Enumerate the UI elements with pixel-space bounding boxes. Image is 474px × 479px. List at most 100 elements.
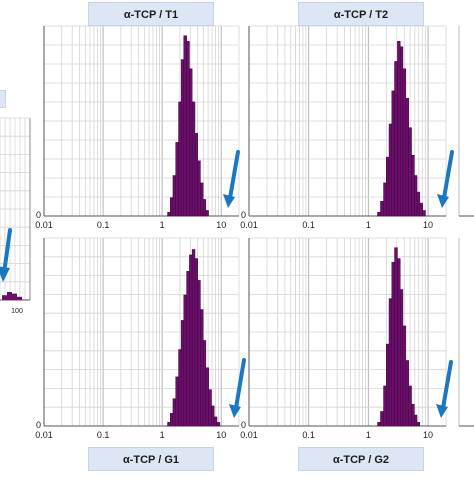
x-tick-label: 1 bbox=[160, 220, 165, 230]
x-tick-label: 10 bbox=[423, 220, 433, 230]
histogram-bar bbox=[170, 413, 174, 427]
histogram-bar bbox=[414, 175, 418, 217]
x-tick-label: 0.01 bbox=[240, 220, 258, 230]
histogram-bar bbox=[405, 360, 409, 427]
histogram-bar bbox=[197, 280, 201, 427]
histogram-bar bbox=[205, 210, 209, 217]
arrow-shaft bbox=[442, 150, 454, 200]
histogram-bar bbox=[189, 68, 193, 217]
histogram-bar bbox=[391, 90, 395, 217]
histogram-bar bbox=[194, 132, 198, 217]
x-tick-label: 0.1 bbox=[302, 220, 315, 230]
histogram-bar bbox=[399, 46, 404, 217]
histogram-bar bbox=[211, 405, 215, 427]
histogram-bar bbox=[383, 385, 387, 427]
arrow-head bbox=[223, 194, 235, 208]
x-tick-label: 1 bbox=[366, 430, 371, 440]
x-tick-label: 0.1 bbox=[97, 430, 110, 440]
y-tick-label: 0 bbox=[36, 420, 41, 430]
histogram-bar bbox=[170, 197, 174, 217]
histogram-bar bbox=[377, 422, 381, 427]
histogram-bar bbox=[213, 416, 218, 427]
y-tick-label: 0 bbox=[241, 420, 246, 430]
arrow-shaft bbox=[441, 360, 453, 410]
histogram-bar bbox=[202, 199, 207, 217]
x-tick-label: 0.1 bbox=[97, 220, 110, 230]
histogram-bar bbox=[12, 293, 17, 300]
arrow-head bbox=[0, 266, 10, 282]
x-tick-label: 10 bbox=[423, 430, 433, 440]
histogram-bar bbox=[408, 127, 412, 217]
x-tick-label: 1 bbox=[160, 430, 165, 440]
edge-label-box-left bbox=[0, 90, 6, 108]
chart-title-g2: α-TCP / G2 bbox=[298, 447, 424, 471]
histogram-bar bbox=[411, 155, 415, 217]
histogram-bar bbox=[172, 398, 176, 427]
histogram-g1: 00.01 0.1 1 10 bbox=[35, 237, 246, 440]
histogram-bar bbox=[402, 325, 407, 427]
arrow-shaft bbox=[3, 228, 12, 268]
x-tick-label: 0.1 bbox=[302, 430, 315, 440]
histogram-bar bbox=[191, 101, 196, 217]
x-tick-label: 0.01 bbox=[240, 430, 258, 440]
histogram-bar bbox=[183, 35, 187, 217]
histogram-bar bbox=[422, 210, 426, 217]
histogram-bar bbox=[399, 289, 404, 427]
histogram-bar bbox=[405, 97, 409, 217]
histogram-bar bbox=[191, 249, 196, 427]
histogram-bar bbox=[189, 254, 193, 427]
histogram-g2: 00.01 0.1 1 10 bbox=[240, 237, 453, 440]
histogram-bar bbox=[377, 212, 381, 217]
histogram-bar bbox=[397, 258, 401, 427]
histogram-partial-right bbox=[458, 26, 474, 427]
histogram-bar bbox=[216, 422, 221, 427]
chart-title-g1: α-TCP / G1 bbox=[88, 447, 214, 471]
histogram-bar bbox=[408, 385, 412, 427]
x-tick-label: 0.01 bbox=[35, 220, 53, 230]
x-tick-label: 100 bbox=[11, 308, 23, 315]
histogram-bar bbox=[208, 389, 212, 427]
histogram-bar bbox=[194, 258, 198, 427]
histogram-bar bbox=[386, 156, 390, 217]
histogram-bar bbox=[17, 296, 22, 300]
histogram-bar bbox=[386, 343, 390, 427]
histogram-bar bbox=[414, 414, 418, 427]
histogram-bar bbox=[180, 320, 185, 427]
histogram-bar bbox=[391, 261, 395, 427]
histogram-t1: 00.01 0.1 1 10 bbox=[35, 25, 240, 230]
x-tick-label: 1 bbox=[366, 220, 371, 230]
histogram-bar bbox=[7, 292, 12, 300]
histogram-bar bbox=[202, 340, 207, 427]
histogram-bar bbox=[2, 295, 7, 300]
histogram-bar bbox=[383, 182, 387, 217]
histogram-bar bbox=[388, 298, 393, 427]
histogram-bar bbox=[167, 422, 171, 427]
chart-title-t2: α-TCP / T2 bbox=[298, 2, 424, 26]
histogram-partial-left: 100 bbox=[0, 117, 31, 315]
histogram-bar bbox=[394, 247, 398, 427]
histogram-bar bbox=[397, 40, 401, 217]
arrow-shaft bbox=[228, 150, 240, 200]
arrow-head bbox=[229, 404, 241, 418]
histogram-bar bbox=[205, 367, 209, 427]
x-tick-label: 10 bbox=[216, 430, 226, 440]
histogram-bar bbox=[380, 201, 384, 217]
histogram-bar bbox=[178, 349, 182, 427]
histogram-bar bbox=[416, 422, 421, 427]
histogram-bar bbox=[402, 68, 407, 217]
chart-title-t1: α-TCP / T1 bbox=[88, 2, 214, 26]
histogram-bar bbox=[411, 403, 415, 427]
y-tick-label: 0 bbox=[36, 210, 41, 220]
histogram-bar bbox=[380, 411, 384, 427]
arrow-shaft bbox=[234, 358, 246, 410]
histogram-t2: 00.01 0.1 1 10 bbox=[240, 25, 454, 230]
histogram-bar bbox=[178, 101, 182, 217]
histogram-bar bbox=[197, 160, 201, 217]
histogram-bar bbox=[200, 182, 204, 217]
histogram-bar bbox=[186, 271, 190, 427]
x-tick-label: 0.01 bbox=[35, 430, 53, 440]
histogram-bar bbox=[394, 61, 398, 217]
histogram-bar bbox=[200, 309, 204, 427]
